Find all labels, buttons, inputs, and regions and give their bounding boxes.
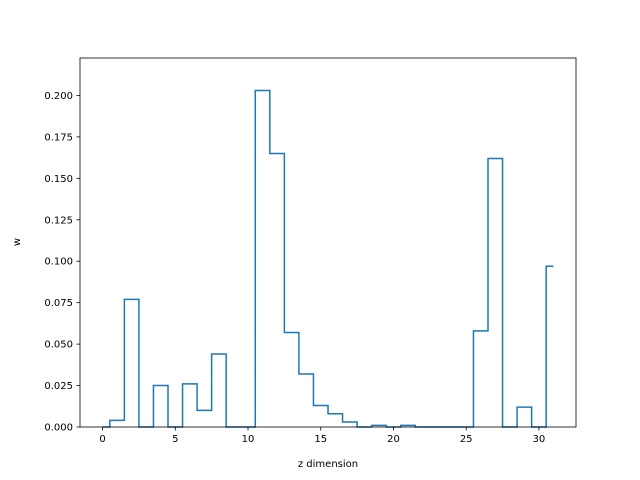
y-tick-label: 0.175 <box>44 132 73 143</box>
y-tick-label: 0.125 <box>44 215 73 226</box>
series-line-0 <box>102 89 554 428</box>
x-tick-label: 5 <box>172 434 178 445</box>
y-tick-label: 0.025 <box>44 381 73 392</box>
x-axis-label: z dimension <box>298 459 358 470</box>
y-tick-label: 0.100 <box>44 257 73 268</box>
x-tick-label: 15 <box>314 434 327 445</box>
x-tick-label: 0 <box>99 434 105 445</box>
y-axis-label: w <box>12 238 23 246</box>
plot-frame <box>79 57 577 428</box>
y-tick-label: 0.000 <box>44 423 73 434</box>
y-axis-ticks: 0.000 0.025 0.050 0.075 0.100 0.125 0.150 0.175… <box>44 91 80 434</box>
x-tick-label: 25 <box>460 434 473 445</box>
y-tick-label: 0.075 <box>44 298 73 309</box>
plot-area <box>102 89 554 428</box>
x-tick-label: 30 <box>533 434 546 445</box>
x-tick-label: 10 <box>242 434 255 445</box>
x-tick-label: 20 <box>387 434 400 445</box>
y-tick-label: 0.050 <box>44 340 73 351</box>
y-tick-label: 0.200 <box>44 91 73 102</box>
x-axis-ticks: 0 5 10 15 20 25 30 <box>99 427 545 445</box>
y-tick-label: 0.150 <box>44 174 73 185</box>
